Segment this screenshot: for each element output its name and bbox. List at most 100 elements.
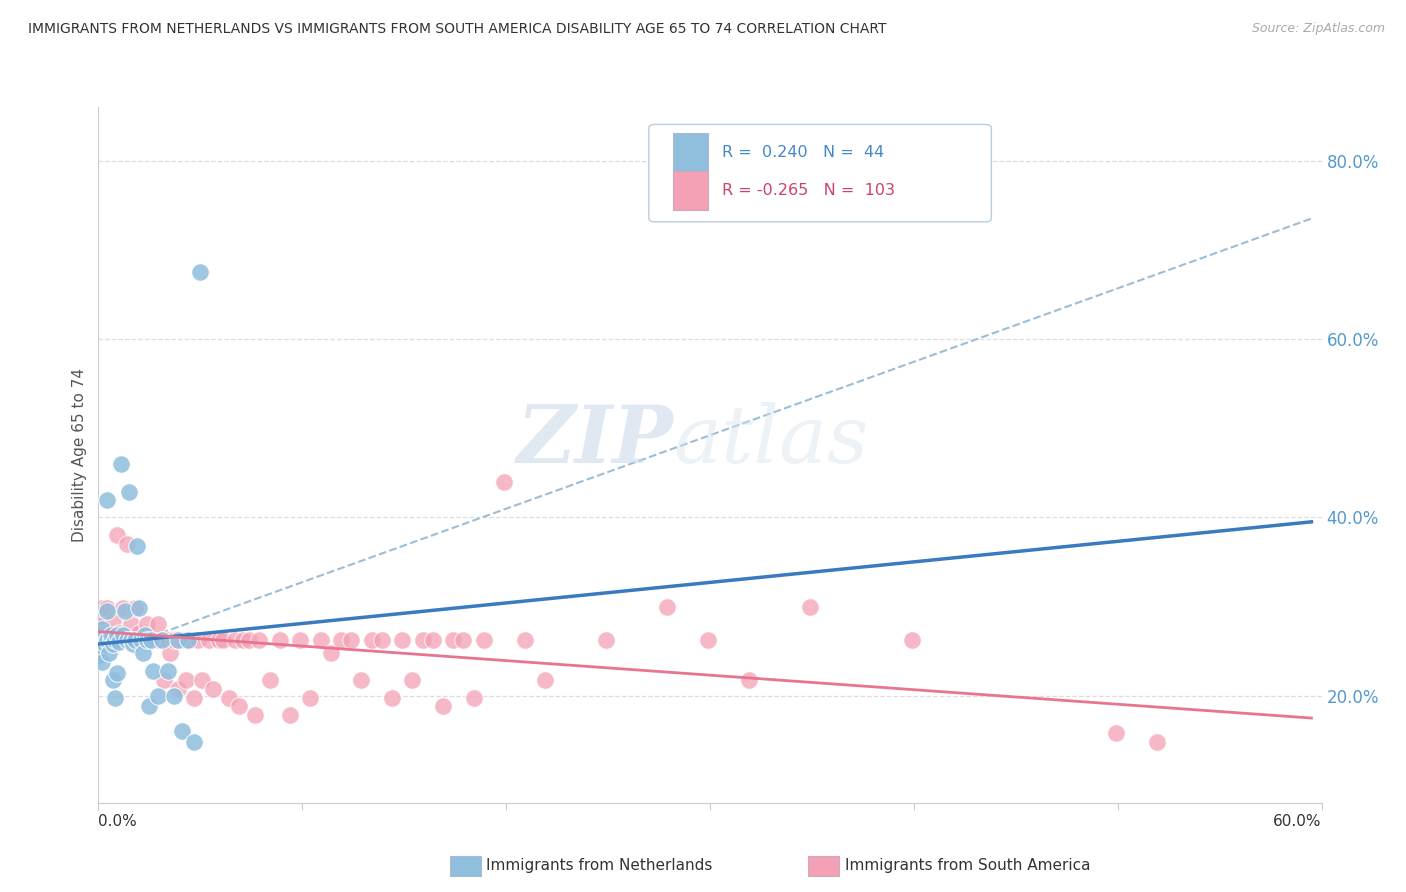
Point <box>738 673 761 687</box>
Point <box>89 637 111 651</box>
Point <box>101 673 124 687</box>
Point <box>100 632 122 647</box>
Point <box>159 646 181 660</box>
Point <box>87 648 110 663</box>
Point <box>96 632 118 647</box>
Point <box>208 632 231 647</box>
Point <box>122 637 145 651</box>
Point <box>118 632 141 647</box>
Point <box>105 632 128 647</box>
Point <box>87 628 110 642</box>
Point <box>105 628 128 642</box>
Point <box>146 689 169 703</box>
Point <box>101 613 124 627</box>
Point <box>422 632 444 647</box>
Point <box>401 673 423 687</box>
Point <box>87 637 110 651</box>
Point <box>177 632 200 647</box>
Point <box>100 631 122 645</box>
Point <box>97 632 120 647</box>
Point <box>177 632 200 647</box>
Point <box>513 632 536 647</box>
Point <box>93 637 115 651</box>
Point <box>183 690 205 705</box>
Point <box>201 681 224 696</box>
Point <box>114 632 136 647</box>
Text: Immigrants from Netherlands: Immigrants from Netherlands <box>486 858 713 872</box>
Point <box>463 690 485 705</box>
Point <box>218 690 240 705</box>
Text: R =  0.240   N =  44: R = 0.240 N = 44 <box>723 145 884 160</box>
Point <box>146 617 169 632</box>
Point <box>697 632 720 647</box>
Point <box>453 632 475 647</box>
Text: IMMIGRANTS FROM NETHERLANDS VS IMMIGRANTS FROM SOUTH AMERICA DISABILITY AGE 65 T: IMMIGRANTS FROM NETHERLANDS VS IMMIGRANT… <box>28 22 887 37</box>
Point <box>127 632 149 647</box>
Point <box>146 632 169 647</box>
Point <box>188 265 212 279</box>
Point <box>150 632 173 647</box>
Point <box>432 699 454 714</box>
Point <box>100 628 122 642</box>
Point <box>138 699 160 714</box>
Point <box>101 632 124 647</box>
Point <box>167 632 190 647</box>
Point <box>163 689 186 703</box>
Point <box>228 699 250 714</box>
Point <box>150 632 173 647</box>
Point <box>183 735 205 749</box>
Point <box>104 632 127 647</box>
Point <box>174 673 197 687</box>
Point <box>93 632 115 647</box>
Point <box>152 673 174 687</box>
Point <box>96 631 118 645</box>
Point <box>197 632 219 647</box>
Point <box>360 632 382 647</box>
Point <box>259 673 281 687</box>
Point <box>163 632 186 647</box>
Point <box>136 617 159 632</box>
Text: atlas: atlas <box>673 402 869 480</box>
Point <box>115 632 138 647</box>
Point <box>156 632 179 647</box>
Point <box>269 632 291 647</box>
Text: ZIP: ZIP <box>516 402 673 480</box>
Point <box>167 632 190 647</box>
Point <box>91 622 114 636</box>
Point <box>128 626 150 640</box>
FancyBboxPatch shape <box>650 124 991 222</box>
Point <box>89 637 111 651</box>
Point <box>340 632 363 647</box>
Point <box>141 632 163 647</box>
Text: Immigrants from South America: Immigrants from South America <box>845 858 1091 872</box>
Point <box>89 631 111 645</box>
Y-axis label: Disability Age 65 to 74: Disability Age 65 to 74 <box>72 368 87 542</box>
Point <box>105 666 128 681</box>
Point <box>115 632 138 647</box>
Point <box>124 632 146 647</box>
Point <box>120 617 142 632</box>
Point <box>104 690 127 705</box>
Point <box>96 492 118 507</box>
Point <box>108 635 131 649</box>
Point <box>115 537 138 551</box>
Point <box>238 632 260 647</box>
Point <box>595 632 617 647</box>
Bar <box>673 133 707 171</box>
Point <box>371 632 394 647</box>
Point <box>110 632 132 647</box>
Point <box>124 632 146 647</box>
Point <box>494 475 516 489</box>
Point <box>138 632 160 647</box>
Point <box>105 528 128 542</box>
Point <box>391 632 413 647</box>
Text: 60.0%: 60.0% <box>1274 814 1322 829</box>
Point <box>330 632 353 647</box>
Point <box>901 632 924 647</box>
Point <box>167 681 190 696</box>
Point <box>111 628 134 642</box>
Point <box>141 632 163 647</box>
Point <box>412 632 434 647</box>
Point <box>104 632 127 647</box>
Point <box>136 632 159 647</box>
